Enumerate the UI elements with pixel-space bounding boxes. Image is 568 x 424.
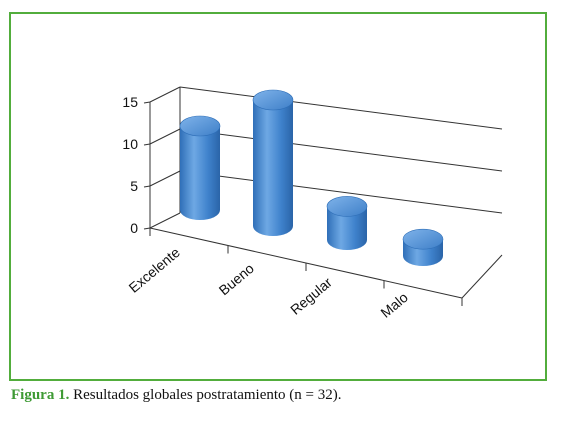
y-tick-label: 10 [122,136,138,152]
gridline-left-wall [149,86,181,103]
gridline-back-wall [179,128,503,172]
category-label: Bueno [216,260,257,298]
chart-gridlines [143,86,503,230]
y-tick-label: 0 [130,220,138,236]
bar-top [326,196,368,217]
y-tick-mark [143,185,151,188]
y-tick-mark [143,143,151,146]
bar-excelente [179,115,221,220]
gridline-left-wall [149,170,181,187]
category-labels: Excelente Bueno Regular Malo [126,244,412,321]
gridline-back-wall [179,170,503,214]
bar-body [180,126,220,220]
chart-bars [179,89,444,266]
bar-body [327,206,367,250]
bar-regular [326,196,368,250]
bar-bueno [252,89,294,236]
y-tick-mark [143,227,151,230]
bar-top [252,89,294,111]
bar-top [402,228,444,250]
gridline-left-wall [149,212,181,229]
caption-label: Figura 1. [11,387,70,403]
y-tick-labels: 0 5 10 15 [122,94,138,236]
y-tick-label: 5 [130,178,138,194]
floor-right-edge [461,254,503,299]
y-tick-label: 15 [122,94,138,110]
bar-malo [402,228,444,266]
figure-caption: Figura 1. Resultados globales postratami… [11,387,342,404]
bar-top [179,115,221,137]
caption-text: Resultados globales postratamiento (n = … [69,387,342,403]
gridline-left-wall [149,128,181,145]
y-tick-mark [143,101,151,104]
category-label: Malo [377,289,411,321]
bar-body [253,100,293,236]
gridline-back-wall [179,86,503,130]
category-label: Excelente [126,244,184,296]
category-label: Regular [287,274,335,318]
